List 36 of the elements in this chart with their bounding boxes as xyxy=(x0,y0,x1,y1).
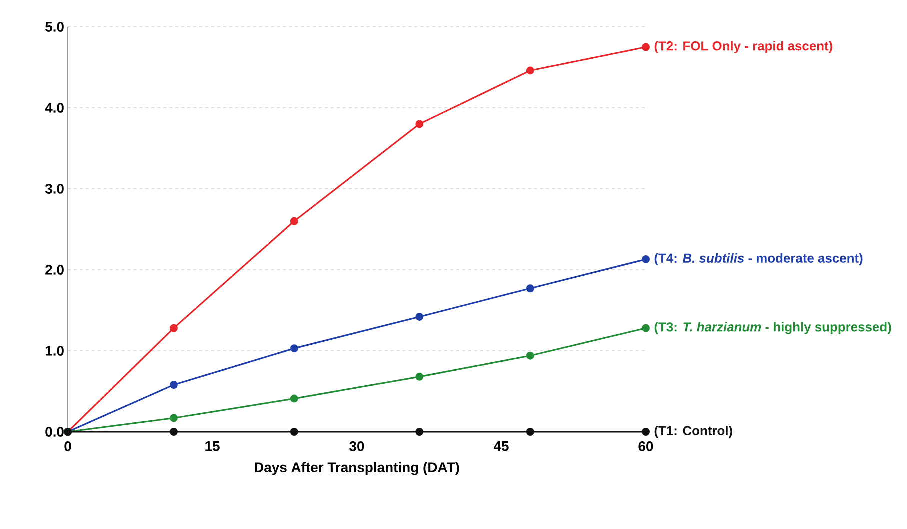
point xyxy=(526,428,534,436)
point xyxy=(526,352,534,360)
point xyxy=(170,381,178,390)
point xyxy=(290,344,298,353)
point xyxy=(170,428,178,436)
series-label: (T3: T. harzianum - highly suppressed) xyxy=(654,322,892,334)
x-axis-title: Days After Transplanting (DAT) xyxy=(255,462,460,476)
point xyxy=(170,414,178,422)
x-tick-label: 0 xyxy=(64,442,72,452)
point xyxy=(416,120,424,128)
point xyxy=(526,284,534,293)
point xyxy=(526,66,534,75)
y-tick-label: 4.0 xyxy=(45,103,64,113)
x-tick-label: 45 xyxy=(494,442,509,452)
point xyxy=(170,324,178,332)
y-tick-label: 2.0 xyxy=(46,265,64,275)
point xyxy=(642,255,650,264)
y-tick-label: 1.0 xyxy=(46,346,64,356)
x-tick-label: 30 xyxy=(350,442,364,452)
y-tick-label: 5.0 xyxy=(46,22,64,32)
series-label: (T2: FOL Only - rapid ascent) xyxy=(654,41,832,54)
series-label: (T4: B. subtilis - moderate ascent) xyxy=(654,253,863,266)
point xyxy=(642,324,650,332)
y-tick-label: 3.0 xyxy=(45,184,64,194)
point xyxy=(416,372,424,381)
point xyxy=(290,394,298,403)
point xyxy=(290,217,298,226)
x-tick-label: 60 xyxy=(638,442,654,452)
x-tick-label: 15 xyxy=(206,442,220,452)
y-tick-label: 0.0 xyxy=(46,427,64,437)
point xyxy=(290,428,298,436)
point xyxy=(416,428,424,436)
point xyxy=(642,43,650,52)
point xyxy=(416,312,424,321)
series-label: (T1: Control) xyxy=(654,426,732,438)
point xyxy=(642,428,650,436)
